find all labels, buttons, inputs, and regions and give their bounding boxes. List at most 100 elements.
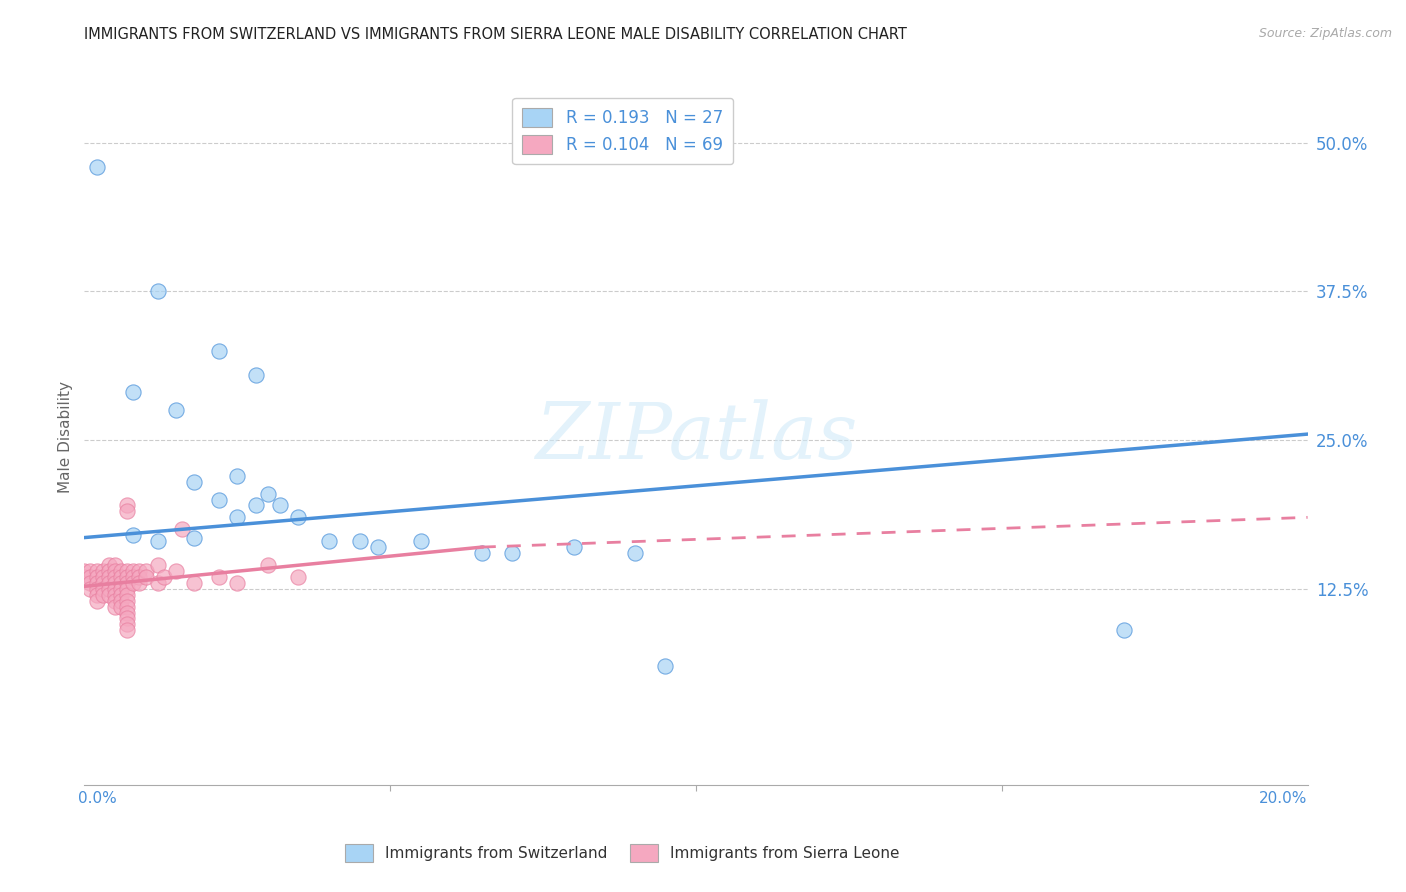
- Point: [115, 582, 138, 596]
- Point: [128, 564, 150, 578]
- Point: [245, 368, 267, 382]
- Point: [115, 624, 138, 638]
- Point: [208, 492, 231, 507]
- Point: [110, 593, 132, 607]
- Point: [79, 575, 101, 590]
- Point: [318, 534, 340, 549]
- Point: [165, 403, 187, 417]
- Point: [110, 582, 132, 596]
- Point: [86, 588, 108, 602]
- Point: [146, 285, 169, 299]
- Point: [183, 475, 205, 489]
- Point: [471, 546, 494, 560]
- Point: [122, 564, 145, 578]
- Text: ZIPatlas: ZIPatlas: [534, 399, 858, 475]
- Point: [104, 570, 127, 584]
- Point: [135, 570, 157, 584]
- Point: [562, 540, 585, 554]
- Point: [86, 582, 108, 596]
- Point: [122, 570, 145, 584]
- Point: [135, 564, 157, 578]
- Point: [153, 570, 176, 584]
- Point: [86, 160, 108, 174]
- Point: [128, 575, 150, 590]
- Point: [367, 540, 389, 554]
- Point: [409, 534, 432, 549]
- Point: [183, 531, 205, 545]
- Point: [104, 582, 127, 596]
- Point: [86, 570, 108, 584]
- Point: [73, 564, 96, 578]
- Point: [257, 486, 280, 500]
- Point: [104, 599, 127, 614]
- Point: [104, 588, 127, 602]
- Point: [115, 564, 138, 578]
- Point: [226, 468, 249, 483]
- Point: [86, 564, 108, 578]
- Point: [115, 588, 138, 602]
- Point: [97, 588, 120, 602]
- Point: [122, 575, 145, 590]
- Point: [97, 558, 120, 572]
- Text: IMMIGRANTS FROM SWITZERLAND VS IMMIGRANTS FROM SIERRA LEONE MALE DISABILITY CORR: IMMIGRANTS FROM SWITZERLAND VS IMMIGRANT…: [84, 27, 907, 42]
- Point: [208, 570, 231, 584]
- Point: [91, 575, 114, 590]
- Point: [104, 575, 127, 590]
- Point: [287, 510, 309, 524]
- Point: [122, 385, 145, 400]
- Point: [115, 606, 138, 620]
- Point: [104, 593, 127, 607]
- Point: [146, 558, 169, 572]
- Point: [349, 534, 371, 549]
- Point: [226, 510, 249, 524]
- Point: [110, 588, 132, 602]
- Point: [97, 570, 120, 584]
- Point: [502, 546, 524, 560]
- Point: [104, 564, 127, 578]
- Point: [257, 558, 280, 572]
- Text: Source: ZipAtlas.com: Source: ZipAtlas.com: [1258, 27, 1392, 40]
- Point: [128, 570, 150, 584]
- Point: [226, 575, 249, 590]
- Point: [654, 659, 676, 673]
- Point: [97, 564, 120, 578]
- Point: [122, 528, 145, 542]
- Point: [97, 582, 120, 596]
- Point: [269, 499, 291, 513]
- Point: [183, 575, 205, 590]
- Point: [165, 564, 187, 578]
- Point: [115, 617, 138, 632]
- Point: [245, 499, 267, 513]
- Point: [97, 575, 120, 590]
- Point: [79, 564, 101, 578]
- Point: [146, 575, 169, 590]
- Point: [91, 588, 114, 602]
- Point: [172, 522, 194, 536]
- Point: [146, 534, 169, 549]
- Point: [110, 564, 132, 578]
- Point: [115, 570, 138, 584]
- Point: [79, 582, 101, 596]
- Point: [115, 575, 138, 590]
- Point: [110, 575, 132, 590]
- Point: [624, 546, 647, 560]
- Point: [104, 558, 127, 572]
- Point: [115, 599, 138, 614]
- Point: [208, 343, 231, 358]
- Point: [91, 570, 114, 584]
- Point: [115, 499, 138, 513]
- Text: 20.0%: 20.0%: [1260, 791, 1308, 805]
- Point: [91, 564, 114, 578]
- Point: [73, 570, 96, 584]
- Point: [115, 504, 138, 518]
- Point: [86, 593, 108, 607]
- Point: [1114, 624, 1136, 638]
- Point: [115, 611, 138, 625]
- Point: [79, 570, 101, 584]
- Point: [110, 570, 132, 584]
- Text: 0.0%: 0.0%: [79, 791, 117, 805]
- Point: [110, 599, 132, 614]
- Legend: Immigrants from Switzerland, Immigrants from Sierra Leone: Immigrants from Switzerland, Immigrants …: [339, 838, 905, 868]
- Y-axis label: Male Disability: Male Disability: [58, 381, 73, 493]
- Point: [86, 575, 108, 590]
